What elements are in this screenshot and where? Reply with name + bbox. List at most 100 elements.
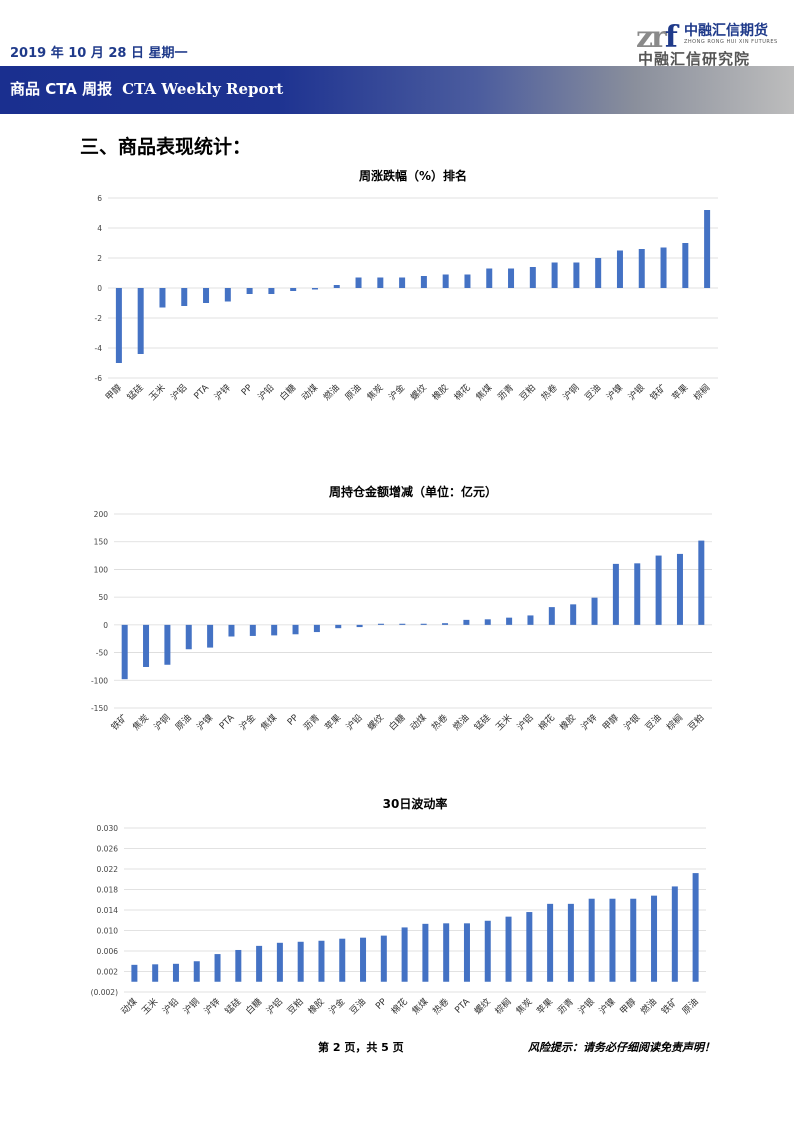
bar [442,274,449,288]
x-category-label: 沥青 [495,382,516,403]
x-category-label: 焦煤 [258,712,279,733]
bar [547,903,554,982]
bar [630,898,637,982]
bar [249,624,256,636]
bar [159,288,166,308]
bar [137,288,144,354]
bar [698,540,705,625]
x-category-label: 动煤 [118,996,139,1017]
logo-institute: 中融汇信研究院 [638,50,751,68]
bar [203,288,210,303]
logo-en-name: ZHONG RONG HUI XIN FUTURES [684,39,778,45]
bar [377,277,384,288]
bar [399,277,406,288]
x-category-label: 沪锌 [212,382,233,403]
x-category-label: 沪银 [621,712,642,733]
bar [355,277,362,288]
x-category-label: 铁矿 [109,712,130,733]
bar [235,949,242,982]
bar [651,895,658,982]
y-tick-label: 150 [94,538,109,547]
x-category-label: 甲醇 [600,712,621,733]
x-category-label: 白糖 [277,382,298,403]
chart-title: 周涨跌幅（%）排名 [359,168,467,183]
x-category-label: 螺纹 [472,996,493,1017]
x-category-label: 动煤 [408,712,429,733]
bar [660,247,667,288]
chart-title: 30日波动率 [383,796,448,811]
x-category-label: PTA [218,712,237,731]
bar [207,624,214,648]
y-tick-label: 0.022 [97,865,119,874]
x-category-label: PTA [453,996,472,1015]
x-category-label: 锰硅 [472,712,493,733]
x-category-label: 棉花 [451,382,472,403]
x-category-label: 棉花 [536,712,557,733]
y-tick-label: 0.018 [97,886,119,895]
x-category-label: 橡胶 [557,712,578,733]
x-category-label: 沪镍 [604,382,625,403]
bar [548,607,555,625]
y-tick-label: 2 [97,254,102,263]
bar [616,250,623,288]
bar [290,288,297,291]
bar [311,288,318,290]
x-category-label: 沪铜 [560,382,581,403]
bar [115,288,122,363]
bar [333,285,340,288]
volatility-chart-svg: 30日波动率 0.030 0.026 0.022 0.018 0.014 0.010 0.00… [91,796,706,1017]
x-category-label: 豆油 [643,712,664,733]
x-category-label: 沪铅 [160,996,181,1017]
report-title-en: CTA Weekly Report [122,80,284,98]
x-category-label: 棕榈 [691,382,712,403]
x-category-label: 甲醇 [617,996,638,1017]
x-category-label: 沪金 [237,712,258,733]
x-category-label: 玉米 [493,712,514,733]
bar [588,898,595,982]
x-category-label: PP [286,713,301,728]
bar [595,258,602,288]
x-category-label: 沪银 [576,996,597,1017]
bar [463,619,470,625]
x-category-label: 热卷 [539,382,560,403]
y-tick-label: 50 [98,593,108,602]
bar [276,942,283,982]
x-category-label: 沪铅 [344,712,365,733]
bar [486,268,493,288]
bar [443,923,450,982]
x-category-label: 锰硅 [222,996,243,1017]
bar [634,563,641,625]
x-category-label: 沪锌 [201,996,222,1017]
x-category-label: 锰硅 [125,382,146,403]
x-category-label: 原油 [173,712,194,733]
y-tick-label: 0.030 [97,824,119,833]
bar [527,615,534,625]
y-tick-label: -100 [91,676,108,685]
x-category-label: 沪镍 [194,712,215,733]
bar [676,553,683,625]
x-category-label: 沥青 [555,996,576,1017]
x-category-label: 苹果 [534,996,555,1017]
bar [484,920,491,982]
bar [570,604,577,625]
bar [256,945,263,982]
bar [297,941,304,982]
x-category-label: 燃油 [321,382,342,403]
bar [420,623,427,625]
bar [591,597,598,625]
x-category-label: 铁矿 [659,996,680,1017]
bar [335,624,342,629]
bar [508,268,515,288]
y-tick-label: -50 [96,649,108,658]
x-category-label: 沪铜 [181,996,202,1017]
bar [268,288,275,294]
bar [292,624,299,635]
bar [704,210,711,288]
x-category-label: 沪银 [626,382,647,403]
x-category-label: 豆粕 [685,712,706,733]
x-category-label: 焦煤 [409,996,430,1017]
y-tick-label: 0.014 [97,906,119,915]
x-category-label: 棕榈 [492,996,513,1017]
bar [612,563,619,625]
x-category-label: 白糖 [386,712,407,733]
